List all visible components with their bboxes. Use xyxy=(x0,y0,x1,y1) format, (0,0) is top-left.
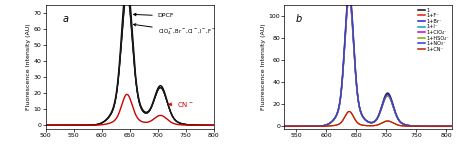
Legend: 1, 1+F⁻, 1+Br⁻, 1+I⁻, 1+ClO₄⁻, 1+HSO₄⁻, 1+NO₃⁻, 1+CN⁻: 1, 1+F⁻, 1+Br⁻, 1+I⁻, 1+ClO₄⁻, 1+HSO₄⁻, … xyxy=(418,7,450,52)
Y-axis label: Fluorescence Intensity (AU): Fluorescence Intensity (AU) xyxy=(26,23,31,110)
Text: CN$^-$: CN$^-$ xyxy=(169,100,194,109)
Text: ClO$_4^-$,Br$^-$,Cl$^-$,I$^-$,F$^-$: ClO$_4^-$,Br$^-$,Cl$^-$,I$^-$,F$^-$ xyxy=(133,24,216,37)
Text: b: b xyxy=(296,14,303,24)
Text: a: a xyxy=(63,14,69,24)
Text: DPCF: DPCF xyxy=(133,13,174,18)
Y-axis label: Fluorescence Intensity (AU): Fluorescence Intensity (AU) xyxy=(261,23,266,110)
